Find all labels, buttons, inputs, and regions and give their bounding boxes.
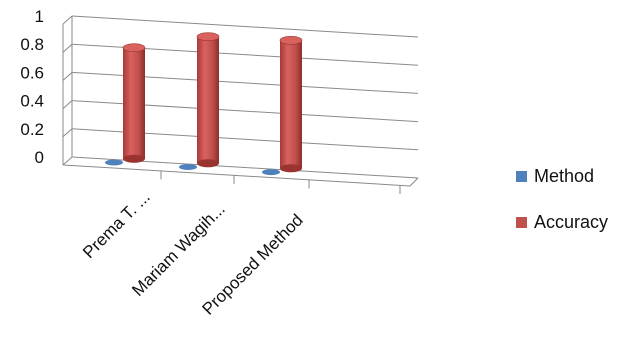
method-bar xyxy=(262,169,280,176)
accuracy-bar-top xyxy=(122,43,146,53)
gridline xyxy=(71,15,419,38)
y-tick-label: 1 xyxy=(35,7,44,26)
accuracy-bar-body xyxy=(280,40,302,169)
legend-label-method: Method xyxy=(534,165,595,186)
side-gridline xyxy=(62,15,73,25)
accuracy-bar-top xyxy=(196,32,220,42)
accuracy-bar-body xyxy=(123,47,145,159)
side-gridline xyxy=(62,43,73,53)
method-bar xyxy=(179,164,197,171)
legend-label-accuracy: Accuracy xyxy=(534,211,609,232)
side-gridline xyxy=(62,100,73,109)
bars xyxy=(105,32,303,176)
floor-edge xyxy=(62,164,419,187)
legend-item-accuracy: Accuracy xyxy=(516,212,608,232)
method-bar xyxy=(105,159,123,166)
y-axis-ticks: 0 0.2 0.4 0.6 0.8 1 xyxy=(20,7,44,167)
y-tick-label: 0.4 xyxy=(20,92,44,111)
accuracy-bar-body xyxy=(197,36,219,164)
side-gridline xyxy=(62,72,73,81)
y-tick-label: 0.2 xyxy=(20,120,44,139)
y-tick-label: 0 xyxy=(35,148,44,167)
legend-swatch-method xyxy=(516,170,527,182)
chart-frame xyxy=(62,15,419,194)
accuracy-bar-top xyxy=(279,36,303,45)
x-tick-label: Prema T. ... xyxy=(79,187,154,262)
y-tick-label: 0.8 xyxy=(20,35,44,54)
side-gridline xyxy=(62,156,73,166)
y-tick-label: 0.6 xyxy=(20,63,44,82)
accuracy-bar-base xyxy=(123,154,145,163)
accuracy-bar-base xyxy=(197,159,219,168)
accuracy-bar-base xyxy=(280,164,302,173)
legend-swatch-accuracy xyxy=(516,216,527,228)
legend-item-method: Method xyxy=(516,166,608,186)
side-gridline xyxy=(62,128,73,138)
x-axis-ticks: Prema T. ...Mariam Wagih...Proposed Meth… xyxy=(79,187,307,318)
x-tick-label: Mariam Wagih... xyxy=(128,199,228,299)
legend: Method Accuracy xyxy=(516,166,608,258)
